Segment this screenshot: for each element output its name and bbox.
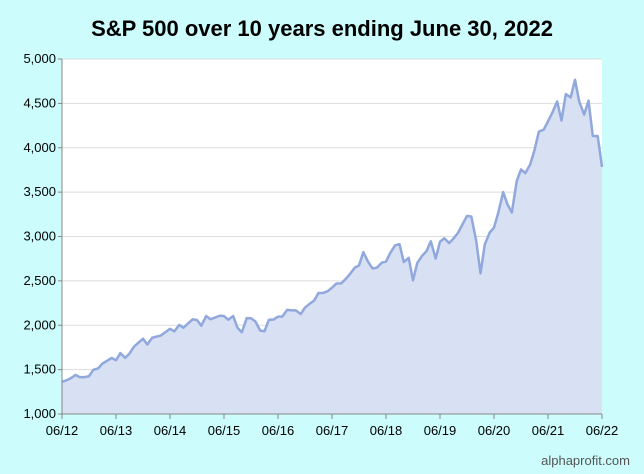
- y-tick-label: 3,000: [23, 229, 56, 244]
- series-line: [61, 78, 604, 384]
- x-tick-label: 06/17: [316, 423, 349, 438]
- area-fill: [62, 79, 602, 414]
- x-tick-label: 06/22: [586, 423, 619, 438]
- source-credit: alphaprofit.com: [541, 453, 630, 468]
- x-tick-label: 06/12: [46, 423, 79, 438]
- y-tick-label: 4,500: [23, 95, 56, 110]
- data-series: [61, 78, 604, 414]
- x-tick-label: 06/19: [424, 423, 457, 438]
- y-tick-label: 1,000: [23, 406, 56, 421]
- x-tick-label: 06/13: [100, 423, 133, 438]
- y-tick-label: 2,500: [23, 273, 56, 288]
- y-tick-label: 3,500: [23, 184, 56, 199]
- x-tick-label: 06/21: [532, 423, 565, 438]
- x-tick-label: 06/20: [478, 423, 511, 438]
- chart-title: S&P 500 over 10 years ending June 30, 20…: [91, 16, 553, 41]
- y-tick-label: 5,000: [23, 51, 56, 66]
- y-axis: 1,000 1,500 2,000 2,500 3,000 3,500 4,000 4,500…: [23, 51, 63, 421]
- y-tick-label: 4,000: [23, 140, 56, 155]
- x-tick-label: 06/16: [262, 423, 295, 438]
- x-tick-label: 06/18: [370, 423, 403, 438]
- x-axis: 06/12 06/13 06/14 06/15 06/16 06/17 06/18 06/19…: [46, 413, 619, 438]
- y-tick-label: 2,000: [23, 317, 56, 332]
- y-tick-label: 1,500: [23, 362, 56, 377]
- x-tick-label: 06/14: [154, 423, 187, 438]
- x-tick-label: 06/15: [208, 423, 241, 438]
